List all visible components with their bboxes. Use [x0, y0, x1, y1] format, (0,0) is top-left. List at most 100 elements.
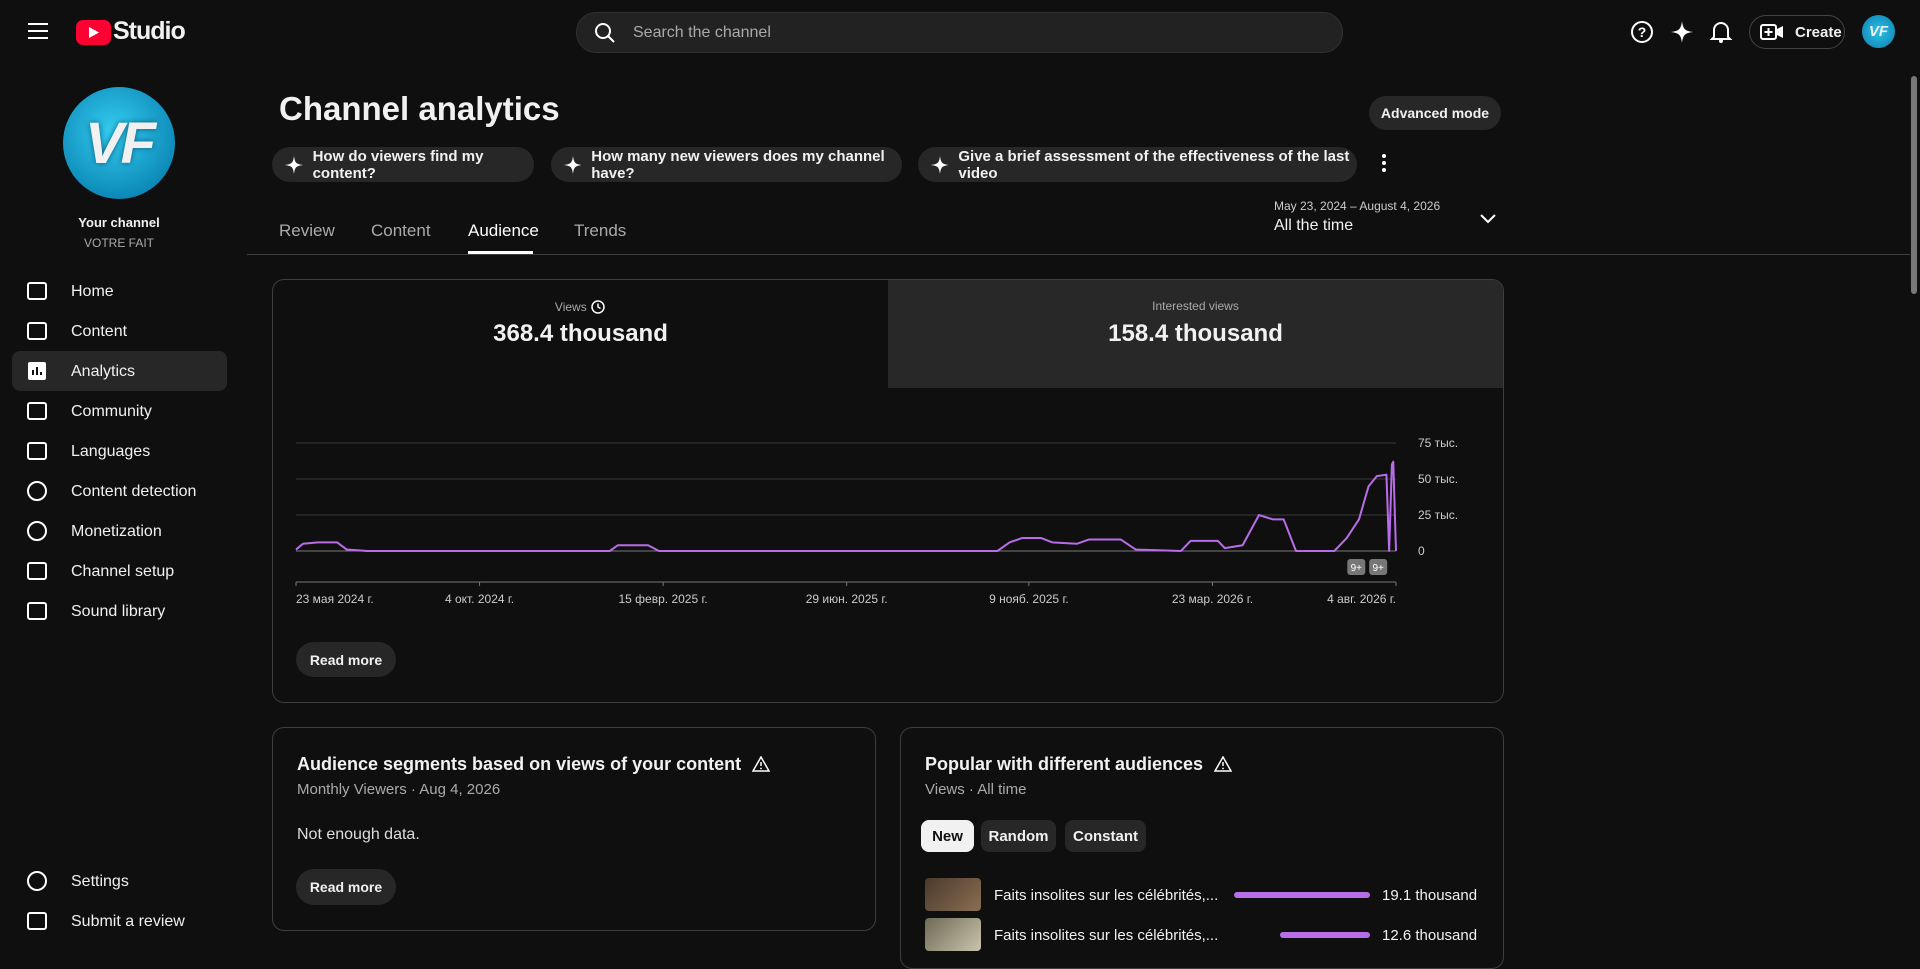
nav-label: Submit a review — [71, 913, 185, 930]
nav-item[interactable]: Submit a review — [12, 901, 227, 941]
value-label: 19.1 thousand — [1382, 887, 1478, 904]
page-title: Channel analytics — [279, 90, 560, 127]
notifications-icon[interactable] — [1708, 19, 1734, 45]
tab[interactable]: Trends — [574, 221, 627, 240]
prompt-text: How many new viewers does my channel hav… — [591, 147, 885, 182]
nav-item[interactable]: Languages — [12, 431, 227, 471]
video-thumbnail[interactable] — [925, 918, 981, 951]
nav-item[interactable]: Sound library — [12, 591, 227, 631]
date-picker[interactable]: May 23, 2024 – August 4, 2026 All the ti… — [1270, 196, 1510, 238]
warning-icon — [1213, 755, 1233, 772]
channel-avatar[interactable]: VF — [63, 87, 175, 199]
ai-icon[interactable] — [1669, 19, 1695, 45]
help-icon[interactable]: ? — [1629, 19, 1655, 45]
nav-item[interactable]: Monetization — [12, 511, 227, 551]
nav-item[interactable]: Home — [12, 271, 227, 311]
search-box[interactable]: Search the channel — [576, 12, 1343, 53]
nav-label: Content detection — [71, 483, 197, 500]
popular-card: Popular with different audiences Views ·… — [900, 727, 1504, 969]
advanced-mode-button[interactable]: Advanced mode — [1369, 96, 1501, 130]
nav-icon — [28, 362, 46, 380]
sparkle-icon — [285, 155, 303, 174]
icon-shape — [27, 402, 47, 420]
metric-tab[interactable]: Views 368.4 thousand — [273, 280, 888, 388]
clock-icon — [591, 300, 605, 314]
menu-button[interactable] — [26, 21, 50, 41]
more-button[interactable] — [1376, 152, 1392, 174]
video-thumbnail[interactable] — [925, 878, 981, 911]
tab-active[interactable]: Audience — [468, 221, 539, 240]
search-icon — [595, 23, 615, 43]
video-title[interactable]: Faits insolites sur les célébrités,... — [994, 927, 1219, 944]
studio-logo[interactable]: Studio — [76, 17, 186, 47]
icon-shape — [27, 442, 47, 460]
channel-label: Your channel — [78, 215, 160, 230]
logo-icon — [76, 20, 111, 45]
nav-item[interactable]: Community — [12, 391, 227, 431]
nav-item[interactable]: Channel setup — [12, 551, 227, 591]
date-period: All the time — [1274, 217, 1354, 234]
metric-value: 158.4 thousand — [1108, 320, 1283, 347]
prompt-chip[interactable]: Give a brief assessment of the effective… — [918, 147, 1357, 182]
tab[interactable]: Review — [279, 221, 335, 240]
account-avatar[interactable]: VF — [1862, 15, 1895, 48]
nav-label: Sound library — [71, 603, 166, 620]
bar — [1280, 932, 1370, 938]
nav-item[interactable]: Content — [12, 311, 227, 351]
create-button[interactable]: Create — [1749, 15, 1845, 49]
empty-message: Not enough data. — [297, 826, 420, 843]
card-title-text: Audience segments based on views of your… — [297, 754, 742, 774]
nav-label: Community — [71, 403, 152, 420]
value-label: 12.6 thousand — [1382, 927, 1478, 944]
icon-shape — [27, 322, 47, 340]
tab-underline — [468, 251, 533, 254]
read-more-button[interactable]: Read more — [296, 642, 396, 677]
nav-label: Settings — [71, 873, 129, 890]
filter-chip[interactable]: Constant — [1065, 820, 1146, 852]
nav-icon — [27, 871, 47, 891]
nav-icon — [27, 282, 47, 300]
nav-label: Content — [71, 323, 128, 340]
video-title[interactable]: Faits insolites sur les célébrités,... — [994, 887, 1219, 904]
nav-item[interactable]: Settings — [12, 861, 227, 901]
nav-icon — [27, 521, 47, 541]
nav-icon — [27, 442, 47, 460]
filter-chip-active[interactable]: New — [921, 820, 974, 852]
create-icon — [1760, 24, 1783, 40]
metric-label-text: Views — [554, 300, 587, 314]
icon-shape — [27, 481, 47, 501]
scrollbar-thumb — [1911, 76, 1917, 294]
metric-label: Interested views — [1152, 299, 1239, 313]
metric-label: Views — [273, 300, 888, 314]
studio-page: Studio Search the channel ? Create VF VF… — [12, 12, 1917, 969]
tab[interactable]: Content — [371, 221, 431, 240]
prompt-text: How do viewers find my content? — [312, 147, 484, 182]
prompt-chip[interactable]: How many new viewers does my channel hav… — [551, 147, 902, 182]
nav-icon — [27, 602, 47, 620]
card-title: Audience segments based on views of your… — [297, 754, 771, 774]
create-label: Create — [1795, 24, 1842, 41]
nav-item[interactable]: Content detection — [12, 471, 227, 511]
sparkle-icon — [564, 155, 582, 174]
card-subtitle: Views · All time — [925, 781, 1027, 798]
logo-text: Studio — [113, 17, 186, 45]
prompt-text: Give a brief assessment of the effective… — [958, 147, 1350, 182]
metric-tab[interactable]: Interested views 158.4 thousand — [888, 280, 1503, 388]
overview-card: Views 368.4 thousand Interested views 15… — [272, 279, 1504, 703]
icon-shape — [27, 912, 47, 930]
icon-shape — [27, 521, 47, 541]
nav-label: Languages — [71, 443, 151, 460]
nav-item-active[interactable]: Analytics — [12, 351, 227, 391]
icon-shape — [27, 562, 47, 580]
nav-icon — [27, 402, 47, 420]
warning-icon — [751, 755, 771, 772]
filter-chip[interactable]: Random — [981, 820, 1056, 852]
icon-shape — [27, 282, 47, 300]
prompt-chip[interactable]: How do viewers find my content? — [272, 147, 534, 182]
nav-icon — [27, 322, 47, 340]
nav-label: Home — [71, 283, 114, 300]
card-subtitle: Monthly Viewers · Aug 4, 2026 — [297, 781, 501, 798]
nav-icon — [27, 481, 47, 501]
sparkle-icon — [931, 155, 949, 174]
read-more-button[interactable]: Read more — [296, 869, 396, 905]
